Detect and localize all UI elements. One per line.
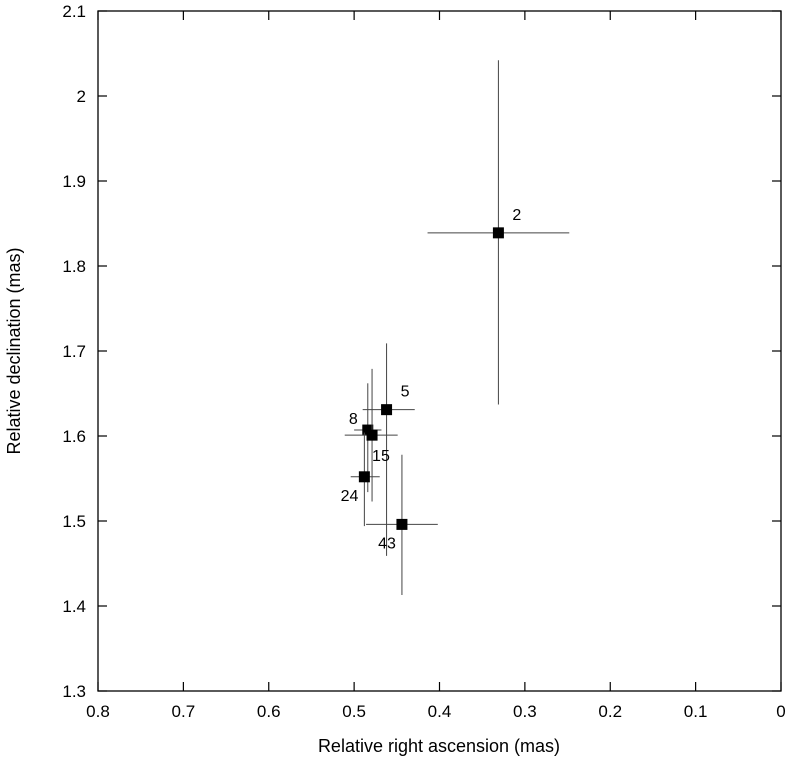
data-series: 2 5 8 15 24 43 [341, 60, 570, 595]
x-tick-label: 0 [776, 702, 785, 721]
y-tick-label: 1.4 [62, 597, 86, 616]
y-tick-label: 1.5 [62, 512, 86, 531]
axis-tick-labels: 0.8 0.7 0.6 0.5 0.4 0.3 0.2 0.1 0 1.3 1.4 1.5 1.6 1.7… [62, 2, 785, 721]
x-tick-label: 0.4 [428, 702, 452, 721]
y-tick-label: 2 [77, 87, 86, 106]
x-tick-label: 0.7 [172, 702, 196, 721]
point-label: 5 [401, 384, 410, 401]
x-tick-label: 0.5 [342, 702, 366, 721]
point-marker [396, 518, 408, 530]
data-point-5: 5 [362, 343, 415, 556]
y-tick-label: 1.7 [62, 342, 86, 361]
axis-ticks [97, 10, 782, 692]
y-tick-label: 1.3 [62, 682, 86, 701]
y-tick-label: 1.6 [62, 427, 86, 446]
point-label: 2 [512, 207, 521, 224]
y-axis-title: Relative declination (mas) [4, 247, 24, 454]
point-label: 24 [341, 488, 359, 505]
plot-frame [97, 10, 782, 692]
x-tick-label: 0.8 [86, 702, 110, 721]
x-tick-label: 0.1 [684, 702, 708, 721]
y-tick-label: 2.1 [62, 2, 86, 21]
data-point-2: 2 [427, 60, 570, 405]
data-point-43: 43 [366, 454, 438, 595]
point-label: 43 [378, 535, 396, 552]
x-axis-title: Relative right ascension (mas) [318, 736, 560, 756]
point-marker [492, 227, 504, 239]
x-tick-label: 0.6 [257, 702, 281, 721]
y-tick-label: 1.8 [62, 257, 86, 276]
x-tick-label: 0.3 [513, 702, 537, 721]
data-point-24: 24 [341, 432, 380, 527]
point-label: 15 [372, 448, 390, 465]
x-tick-label: 0.2 [598, 702, 622, 721]
point-marker [358, 471, 370, 483]
point-marker [381, 404, 393, 416]
point-label: 8 [349, 411, 358, 428]
y-tick-label: 1.9 [62, 172, 86, 191]
data-point-15: 15 [344, 368, 398, 502]
point-marker [366, 429, 378, 441]
